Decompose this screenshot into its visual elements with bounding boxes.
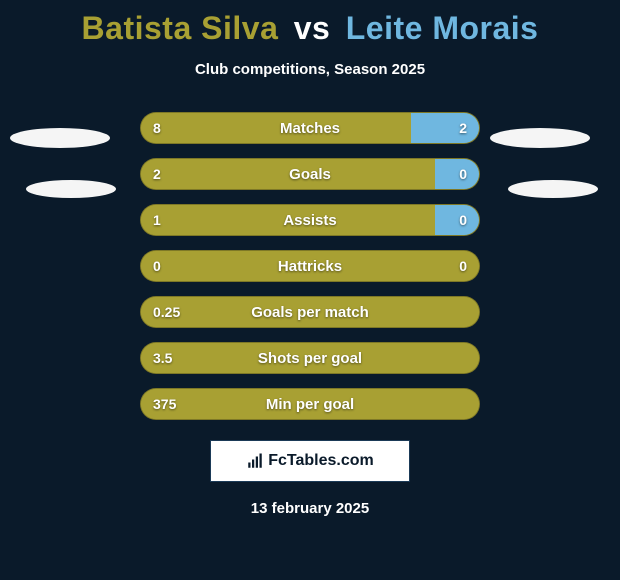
- stat-row: Min per goal375: [140, 388, 480, 420]
- stat-bar-left: [141, 159, 435, 189]
- placeholder-ellipse: [10, 128, 110, 148]
- bar-chart-icon: [246, 452, 264, 470]
- placeholder-ellipse: [508, 180, 598, 198]
- stat-bar-right: [411, 113, 479, 143]
- stat-bar-left: [141, 389, 479, 419]
- stat-bar-right: [435, 205, 479, 235]
- stat-row: Assists10: [140, 204, 480, 236]
- stat-bar-right: [435, 159, 479, 189]
- comparison-title: Batista Silva vs Leite Morais: [0, 0, 620, 47]
- badge-text: FcTables.com: [268, 452, 374, 470]
- source-badge: FcTables.com: [210, 440, 410, 482]
- player2-name: Leite Morais: [346, 10, 539, 46]
- stat-rows: Matches82 Goals20 Assists10 Hattricks00 Goal…: [0, 112, 620, 420]
- stat-row: Goals20: [140, 158, 480, 190]
- stat-bar-left: [141, 113, 411, 143]
- stat-bar-left: [141, 297, 479, 327]
- placeholder-ellipse: [490, 128, 590, 148]
- stat-row: Matches82: [140, 112, 480, 144]
- player1-name: Batista Silva: [82, 10, 279, 46]
- stat-row: Shots per goal3.5: [140, 342, 480, 374]
- placeholder-ellipse: [26, 180, 116, 198]
- stat-row: Goals per match0.25: [140, 296, 480, 328]
- stat-bar-left: [141, 251, 479, 281]
- stat-bar-left: [141, 205, 435, 235]
- stat-row: Hattricks00: [140, 250, 480, 282]
- date-text: 13 february 2025: [0, 500, 620, 517]
- stat-bar-left: [141, 343, 479, 373]
- vs-separator: vs: [294, 10, 331, 46]
- subtitle: Club competitions, Season 2025: [0, 61, 620, 78]
